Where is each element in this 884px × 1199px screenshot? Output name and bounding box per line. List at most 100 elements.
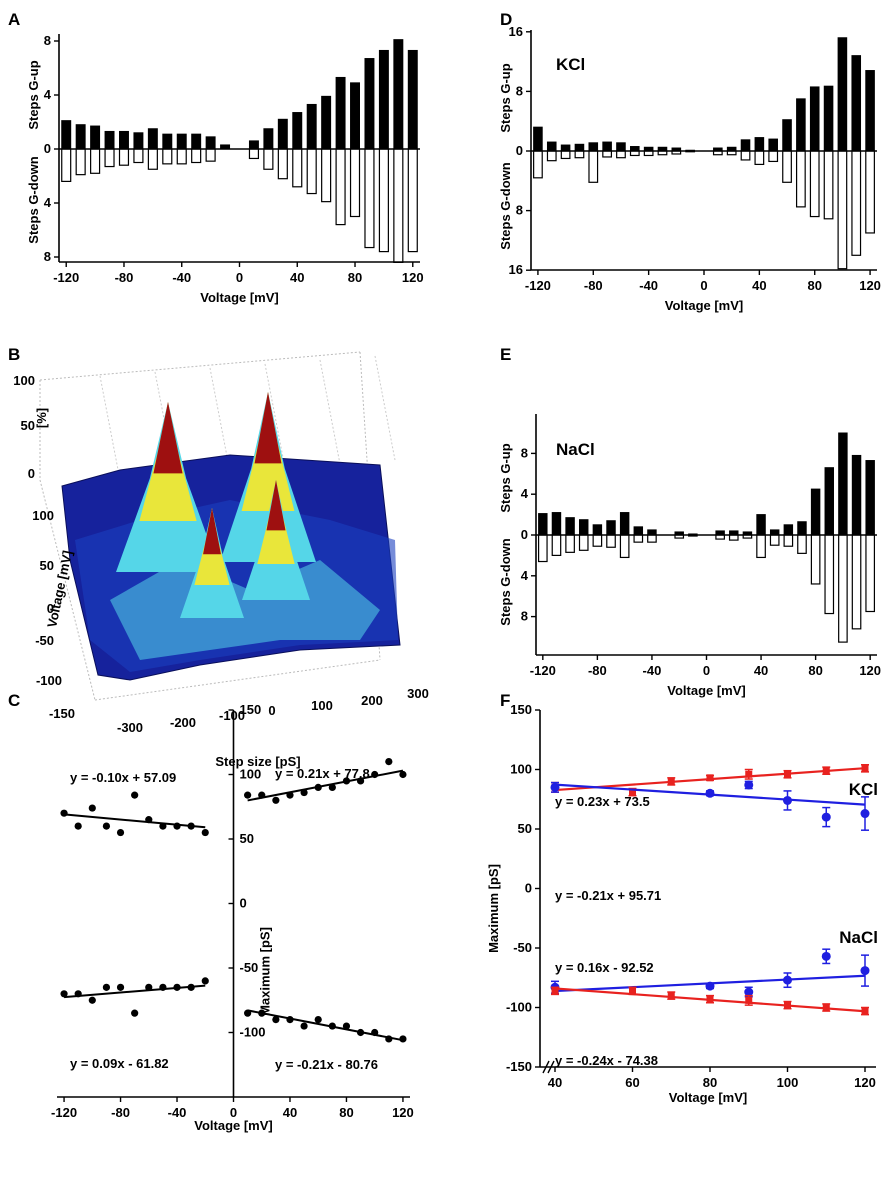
grid-line bbox=[319, 359, 341, 465]
data-point bbox=[784, 770, 791, 778]
data-point bbox=[258, 791, 266, 799]
grid-line bbox=[374, 355, 396, 461]
y-tick-label: 4 bbox=[44, 87, 52, 102]
bar-g-up bbox=[851, 454, 862, 536]
peak-3 bbox=[203, 508, 221, 555]
bar-g-up bbox=[851, 55, 862, 152]
data-point bbox=[551, 987, 559, 995]
y-tick-label: 8 bbox=[516, 203, 523, 218]
bar-g-up bbox=[378, 49, 389, 150]
y-tick-label: 0 bbox=[44, 141, 51, 156]
data-point bbox=[342, 777, 351, 785]
x-tick-label: 40 bbox=[283, 1105, 297, 1120]
bar-g-up bbox=[61, 120, 72, 150]
y-tick-label: 150 bbox=[240, 702, 262, 717]
data-point bbox=[744, 780, 754, 790]
x-tick-label: -40 bbox=[168, 1105, 187, 1120]
y-axis-label-down: Steps G-down bbox=[26, 156, 41, 243]
bar-g-down bbox=[378, 148, 389, 253]
y-tick-label: 4 bbox=[521, 568, 529, 583]
axis-break bbox=[542, 1060, 550, 1074]
bar-g-down bbox=[248, 148, 260, 160]
bar-g-up bbox=[740, 139, 751, 152]
x-tick-label: 100 bbox=[777, 1075, 799, 1090]
data-point bbox=[244, 1009, 252, 1017]
bar-g-up bbox=[248, 140, 259, 150]
bar-g-down bbox=[162, 148, 173, 165]
bar-g-down bbox=[837, 150, 848, 270]
y-tick-label: 4 bbox=[521, 486, 529, 501]
data-point bbox=[201, 977, 209, 985]
x-tick-label: 0 bbox=[268, 703, 275, 718]
y-tick-label: 8 bbox=[521, 609, 528, 624]
x-tick-label: 40 bbox=[548, 1075, 562, 1090]
bar-g-down bbox=[797, 534, 807, 554]
panel-label-f: F bbox=[500, 691, 510, 710]
panel-c-scatter-plot: 150 100 50 0 -50 -100 -120 -80 -40 0 40 80 120 Voltag… bbox=[51, 702, 414, 1133]
x-tick-label: 100 bbox=[311, 698, 333, 713]
bar-g-up bbox=[647, 529, 657, 536]
data-point bbox=[258, 1009, 266, 1017]
data-point bbox=[667, 992, 675, 1000]
bar-g-down bbox=[546, 150, 557, 162]
bar-g-down bbox=[560, 150, 571, 160]
bar-g-up bbox=[756, 514, 766, 536]
peak-1 bbox=[153, 402, 183, 474]
data-point bbox=[173, 822, 181, 830]
surface-ridge bbox=[110, 560, 380, 660]
panel-f-scatter-plot: 150 100 50 0 -50 -100 -150 40 60 80 100 120 Voltage … bbox=[486, 702, 878, 1105]
data-point bbox=[131, 1009, 139, 1017]
x-tick-label: 0 bbox=[236, 270, 243, 285]
bar-g-up bbox=[865, 460, 875, 536]
x-tick-label: 80 bbox=[339, 1105, 353, 1120]
panel-label-d: D bbox=[500, 10, 512, 29]
data-point bbox=[272, 1016, 280, 1024]
chart-title: KCl bbox=[0, 0, 29, 4]
data-point bbox=[371, 1028, 379, 1037]
data-point bbox=[314, 1016, 322, 1024]
bar-g-up bbox=[754, 137, 765, 152]
bar-g-up bbox=[263, 128, 274, 150]
bar-g-down bbox=[728, 534, 739, 541]
bar-g-up bbox=[393, 39, 404, 150]
panel-label-b: B bbox=[8, 345, 20, 364]
bar-g-down bbox=[263, 148, 274, 170]
x-tick-label: -80 bbox=[115, 270, 134, 285]
bar-g-down bbox=[364, 148, 375, 249]
y-axis-label-down: Steps G-down bbox=[498, 538, 513, 625]
bar-g-up bbox=[797, 521, 807, 536]
data-point bbox=[187, 822, 195, 830]
data-point bbox=[706, 774, 714, 782]
bar-g-up bbox=[321, 95, 332, 150]
panel-label-a: A bbox=[8, 10, 20, 29]
bar-g-up bbox=[837, 37, 848, 152]
data-point bbox=[159, 983, 167, 991]
fit-equation: y = -0.10x + 57.09 bbox=[70, 770, 176, 785]
data-point bbox=[860, 809, 870, 819]
bar-g-up bbox=[606, 520, 616, 536]
bar-g-down bbox=[602, 150, 613, 158]
data-point bbox=[861, 764, 869, 772]
x-tick-label: 120 bbox=[859, 663, 881, 678]
data-point bbox=[385, 758, 393, 766]
data-point bbox=[145, 983, 153, 991]
bar-g-down bbox=[393, 148, 404, 264]
bar-g-down bbox=[321, 148, 332, 203]
bar-g-up bbox=[602, 141, 612, 152]
bar-g-down bbox=[176, 148, 187, 165]
x-tick-label: 80 bbox=[808, 663, 822, 678]
y-tick-label: 8 bbox=[44, 33, 51, 48]
data-point bbox=[244, 791, 252, 799]
bar-g-down bbox=[349, 148, 361, 218]
bar-g-up bbox=[546, 141, 557, 152]
data-point bbox=[821, 951, 831, 961]
bar-g-up bbox=[823, 85, 834, 152]
bar-g-down bbox=[851, 534, 862, 630]
y-tick-label: 8 bbox=[521, 445, 528, 460]
data-point bbox=[102, 822, 111, 830]
data-point bbox=[705, 788, 715, 798]
bar-g-up bbox=[579, 519, 589, 536]
